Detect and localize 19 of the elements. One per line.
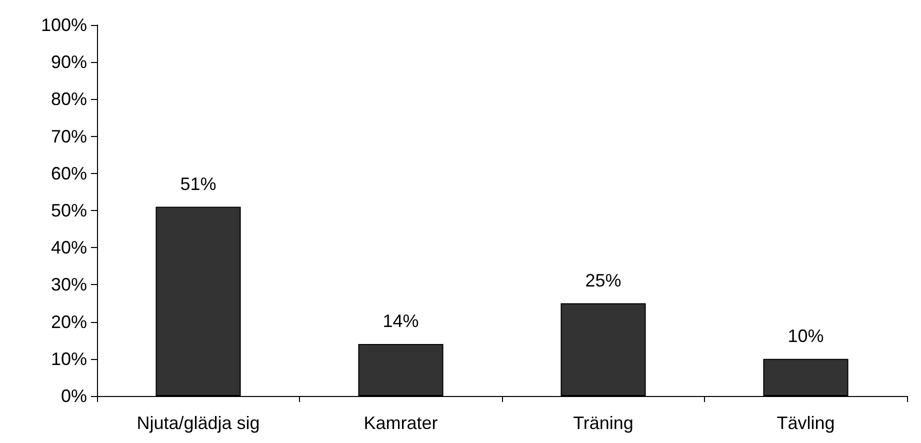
y-tick-label: 40%: [50, 238, 87, 258]
y-tick-label: 30%: [50, 274, 87, 295]
x-tick-label: Tävling: [776, 413, 835, 433]
y-tick-label: 50%: [50, 200, 87, 220]
y-tick-label: 60%: [50, 163, 87, 184]
data-label: 25%: [585, 270, 622, 290]
y-tick-label: 100%: [40, 15, 87, 35]
data-label: 14%: [382, 311, 419, 332]
x-tick-label: Träning: [573, 413, 634, 433]
data-label: 10%: [788, 326, 824, 346]
y-tick-label: 70%: [50, 126, 87, 146]
data-label: 51%: [180, 174, 216, 194]
y-tick-label: 10%: [50, 348, 87, 369]
y-tick-label: 80%: [50, 89, 87, 110]
y-tick-label: 90%: [50, 52, 87, 72]
y-tick-label: 0%: [60, 386, 87, 406]
y-tick-label: 20%: [50, 312, 87, 332]
x-tick-label: Kamrater: [364, 413, 438, 433]
x-tick-label: Njuta/glädja sig: [136, 413, 260, 433]
